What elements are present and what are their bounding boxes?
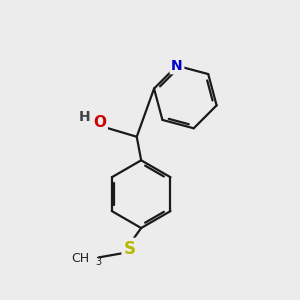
Text: 3: 3 [95, 257, 101, 267]
Text: O: O [93, 115, 106, 130]
Text: H: H [79, 110, 90, 124]
Text: CH: CH [71, 252, 90, 266]
Text: N: N [171, 59, 183, 73]
Text: S: S [123, 240, 135, 258]
